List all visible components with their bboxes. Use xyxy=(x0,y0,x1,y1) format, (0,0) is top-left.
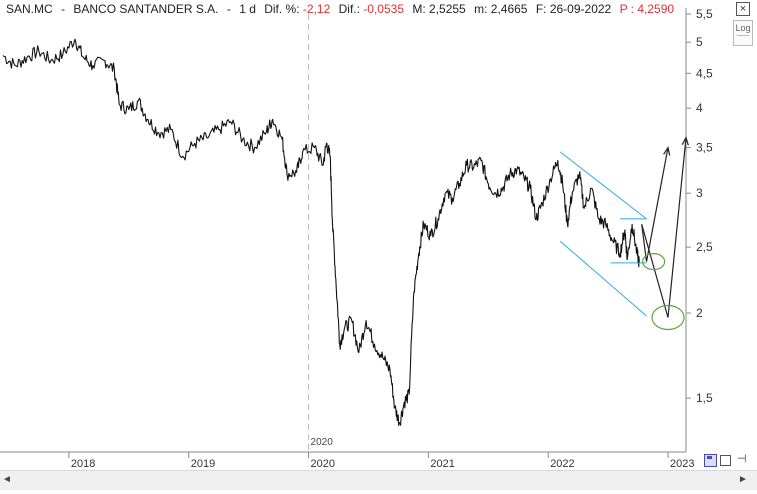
year-marker-label: 2020 xyxy=(311,437,334,448)
date-label: F: xyxy=(535,2,547,16)
period-text: 1 d xyxy=(239,2,256,16)
x-tick-label: 2019 xyxy=(191,458,215,470)
y-tick-label: 4,5 xyxy=(696,66,713,80)
min-value: 2,4665 xyxy=(490,2,528,16)
y-tick-label: 2 xyxy=(696,306,703,320)
x-tick-label: 2021 xyxy=(430,458,454,470)
log-scale-toggle[interactable]: Log xyxy=(733,20,753,46)
dif-value: -0,0535 xyxy=(363,2,404,16)
separator: - xyxy=(226,2,231,16)
max-label: M: xyxy=(412,2,426,16)
price-series-line xyxy=(2,38,640,427)
y-tick-label: 5,5 xyxy=(696,7,713,21)
dif-pct-label: Dif. %: xyxy=(264,2,300,16)
projection-arrowhead-2 xyxy=(681,136,689,146)
max-value: 2,5255 xyxy=(429,2,466,16)
target-ellipse-1 xyxy=(642,253,666,271)
min-label: m: xyxy=(474,2,488,16)
target-ellipse-2 xyxy=(651,304,685,331)
projection-path-1 xyxy=(641,147,669,262)
x-tick-label: 2020 xyxy=(311,458,335,470)
company-name: BANCO SANTANDER S.A. xyxy=(73,2,219,16)
y-tick-label: 3,5 xyxy=(696,141,713,155)
y-tick-label: 1,5 xyxy=(696,391,713,405)
horizontal-scrollbar[interactable]: ◄ ► xyxy=(0,470,757,490)
frame-icon[interactable] xyxy=(720,455,731,466)
y-tick-label: 4 xyxy=(696,101,703,115)
close-icon: × xyxy=(739,3,747,15)
chart-header: SAN.MC - BANCO SANTANDER S.A. - 1 d Dif.… xyxy=(6,2,674,16)
channel-lower-line xyxy=(559,240,647,317)
channel-upper-line xyxy=(559,151,647,220)
dif-pct-value: -2,12 xyxy=(302,2,331,16)
pin-icon[interactable]: ⊣ xyxy=(737,453,747,465)
scroll-right-icon[interactable]: ► xyxy=(738,474,748,485)
y-tick-label: 2,5 xyxy=(696,240,713,254)
close-button[interactable]: × xyxy=(736,2,750,16)
x-tick-label: 2018 xyxy=(71,458,95,470)
date-value: 26-09-2022 xyxy=(549,2,612,16)
separator: - xyxy=(61,2,66,16)
scroll-left-icon[interactable]: ◄ xyxy=(2,474,12,485)
y-tick-label: 3 xyxy=(696,186,703,200)
price-value: 4,2590 xyxy=(637,2,675,16)
x-tick-label: 2023 xyxy=(670,458,694,470)
save-icon[interactable] xyxy=(704,454,717,467)
price-label: P : xyxy=(619,2,635,16)
projection-arrowhead-1 xyxy=(663,146,671,156)
y-tick-label: 5 xyxy=(696,35,703,49)
projection-path-2 xyxy=(641,137,687,318)
log-label: Log xyxy=(735,23,751,33)
symbol-text: SAN.MC xyxy=(6,2,53,16)
x-tick-label: 2022 xyxy=(550,458,574,470)
scale-lines-icon xyxy=(737,35,749,41)
dif-label: Dif.: xyxy=(338,2,360,16)
